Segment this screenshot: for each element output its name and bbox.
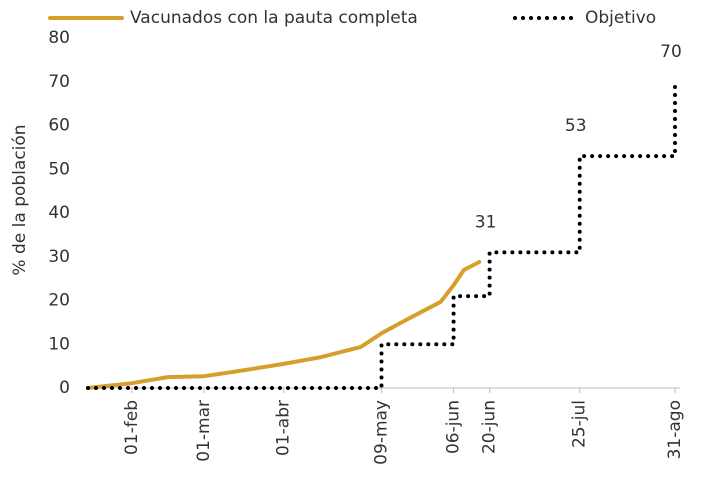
legend-label: Objetivo — [585, 8, 656, 28]
x-tick-label: 31-ago — [665, 400, 685, 459]
y-tick-label: 20 — [48, 291, 70, 311]
x-tick-label: 01-mar — [194, 400, 214, 462]
y-tick-label: 10 — [48, 334, 70, 354]
y-tick-label: 50 — [48, 159, 70, 179]
y-axis-title: % de la población — [10, 124, 30, 275]
x-tick-label: 25-jul — [570, 400, 590, 448]
x-tick-label: 20-jun — [480, 400, 500, 454]
y-tick-label: 60 — [48, 116, 70, 136]
data-label: 70 — [660, 42, 682, 62]
data-label: 53 — [565, 116, 587, 136]
x-tick-label: 06-jun — [444, 400, 464, 454]
data-label: 31 — [475, 212, 497, 232]
x-tick-label: 01-feb — [122, 400, 142, 455]
y-tick-label: 40 — [48, 203, 70, 223]
series-line — [86, 79, 677, 390]
y-tick-label: 0 — [59, 378, 70, 398]
x-tick-label: 01-abr — [274, 400, 294, 456]
y-tick-label: 30 — [48, 247, 70, 267]
legend-label: Vacunados con la pauta completa — [130, 8, 418, 28]
x-tick-label: 09-may — [372, 400, 392, 465]
y-tick-label: 70 — [48, 72, 70, 92]
y-tick-label: 80 — [48, 28, 70, 48]
series-line — [86, 260, 482, 390]
